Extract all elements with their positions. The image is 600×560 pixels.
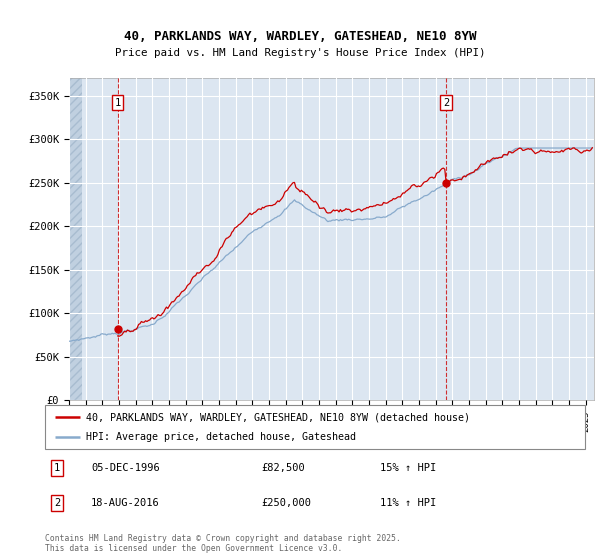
Text: 05-DEC-1996: 05-DEC-1996: [91, 463, 160, 473]
Text: 1: 1: [54, 463, 60, 473]
Text: 40, PARKLANDS WAY, WARDLEY, GATESHEAD, NE10 8YW: 40, PARKLANDS WAY, WARDLEY, GATESHEAD, N…: [124, 30, 476, 43]
Text: £250,000: £250,000: [261, 498, 311, 507]
Bar: [69, 78, 82, 400]
Text: 15% ↑ HPI: 15% ↑ HPI: [380, 463, 436, 473]
Text: £82,500: £82,500: [261, 463, 305, 473]
Text: 11% ↑ HPI: 11% ↑ HPI: [380, 498, 436, 507]
Text: 18-AUG-2016: 18-AUG-2016: [91, 498, 160, 507]
Text: 2: 2: [54, 498, 60, 507]
Text: 40, PARKLANDS WAY, WARDLEY, GATESHEAD, NE10 8YW (detached house): 40, PARKLANDS WAY, WARDLEY, GATESHEAD, N…: [86, 412, 470, 422]
Text: Price paid vs. HM Land Registry's House Price Index (HPI): Price paid vs. HM Land Registry's House …: [115, 48, 485, 58]
Text: Contains HM Land Registry data © Crown copyright and database right 2025.
This d: Contains HM Land Registry data © Crown c…: [45, 534, 401, 553]
Text: 1: 1: [115, 97, 121, 108]
Text: HPI: Average price, detached house, Gateshead: HPI: Average price, detached house, Gate…: [86, 432, 355, 442]
Text: 2: 2: [443, 97, 449, 108]
